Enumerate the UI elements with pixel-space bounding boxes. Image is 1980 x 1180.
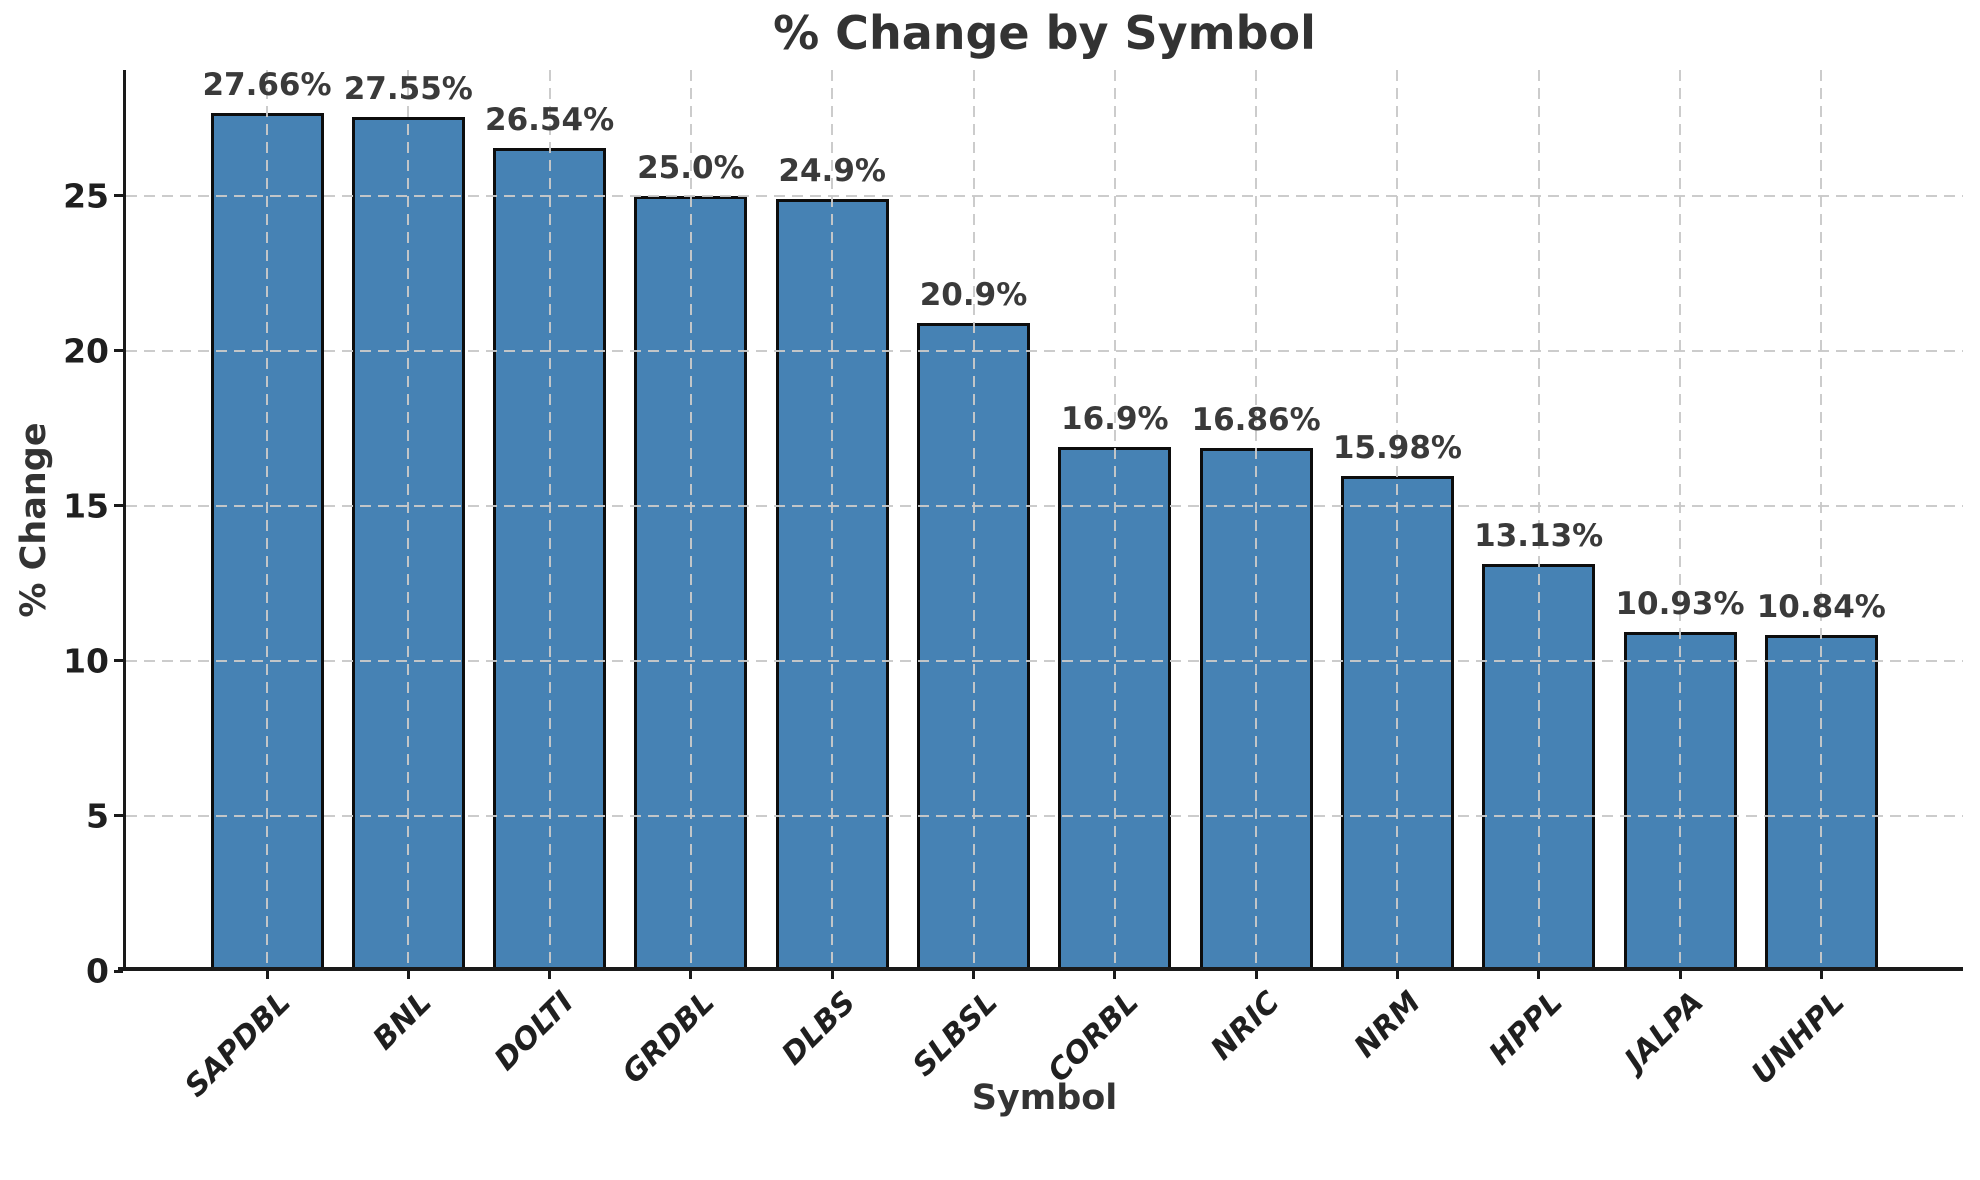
x-tick-label: BNL (366, 984, 439, 1058)
chart-title: % Change by Symbol (773, 6, 1316, 60)
x-tick-mark (830, 971, 834, 979)
vertical-gridline (1820, 70, 1823, 971)
x-tick-mark (1678, 971, 1682, 979)
bar-value-label: 25.0% (637, 149, 745, 186)
vertical-gridline (1113, 70, 1116, 971)
y-tick-label: 20 (63, 331, 109, 371)
horizontal-gridline (126, 659, 1963, 662)
vertical-gridline (972, 70, 975, 971)
y-tick-mark (114, 349, 123, 353)
bar-value-label: 10.84% (1756, 588, 1886, 625)
bar-value-label: 16.86% (1191, 402, 1321, 439)
x-tick-label: DLBS (775, 984, 863, 1073)
x-tick-label: HPPL (1482, 984, 1570, 1072)
vertical-gridline (266, 70, 268, 971)
vertical-gridline (1396, 70, 1399, 971)
y-tick-label: 15 (63, 486, 109, 526)
x-tick-mark (1395, 971, 1399, 979)
vertical-gridline (1537, 70, 1540, 971)
vertical-gridline (1679, 70, 1681, 971)
bar-value-label: 27.66% (202, 67, 332, 104)
plot-area: 0 5 10 15 20 25 27.66% SAPDBL 27.55% BNL 26.54% DOL… (63, 67, 1963, 1104)
horizontal-gridline (126, 349, 1963, 352)
x-tick-label: JALPA (1618, 984, 1711, 1078)
x-tick-label: GRDBL (615, 984, 722, 1091)
x-tick-mark (548, 971, 552, 979)
x-tick-mark (1537, 971, 1541, 979)
bar-value-label: 13.13% (1474, 517, 1604, 554)
vertical-gridline (548, 70, 551, 971)
bar-value-label: 20.9% (919, 277, 1028, 313)
y-tick-label: 0 (86, 951, 109, 991)
y-tick-mark (114, 659, 123, 663)
horizontal-gridline (126, 504, 1963, 507)
bar-value-label: 27.55% (343, 70, 473, 107)
bar-value-label: 24.9% (778, 152, 886, 189)
x-axis-label: Symbol (971, 1078, 1118, 1118)
y-tick-mark (114, 194, 123, 198)
y-tick-label: 25 (63, 176, 109, 216)
horizontal-gridline (126, 194, 1963, 197)
x-tick-label: UNHPL (1745, 984, 1852, 1092)
x-tick-mark (689, 971, 693, 979)
x-tick-mark (972, 971, 975, 979)
y-tick-mark (114, 814, 123, 818)
y-tick-mark (114, 504, 123, 508)
x-tick-label: DOLTI (487, 984, 581, 1078)
y-tick-label: 10 (63, 641, 109, 681)
x-tick-mark (1819, 971, 1823, 979)
bar-value-label: 10.93% (1615, 586, 1745, 623)
vertical-gridline (1255, 70, 1258, 971)
vertical-gridline (831, 70, 834, 971)
y-tick-label: 5 (86, 796, 109, 836)
bar-value-label: 26.54% (485, 102, 615, 139)
x-tick-label: NRM (1348, 984, 1429, 1065)
x-tick-mark (406, 971, 410, 979)
x-axis-spine (118, 967, 1963, 971)
vertical-gridline (407, 70, 410, 971)
horizontal-gridline (126, 814, 1963, 817)
x-tick-label: CORBL (1041, 984, 1146, 1090)
bar-value-label: 15.98% (1332, 429, 1462, 466)
x-tick-mark (265, 971, 269, 979)
y-axis-spine (123, 70, 126, 971)
x-tick-label: NRIC (1204, 984, 1287, 1068)
x-tick-mark (1254, 971, 1258, 979)
x-tick-label: SLBSL (905, 984, 1005, 1084)
bar-value-label: 16.9% (1061, 401, 1169, 438)
vertical-gridline (689, 70, 692, 971)
x-tick-mark (1113, 971, 1117, 979)
y-tick-mark (114, 969, 123, 973)
